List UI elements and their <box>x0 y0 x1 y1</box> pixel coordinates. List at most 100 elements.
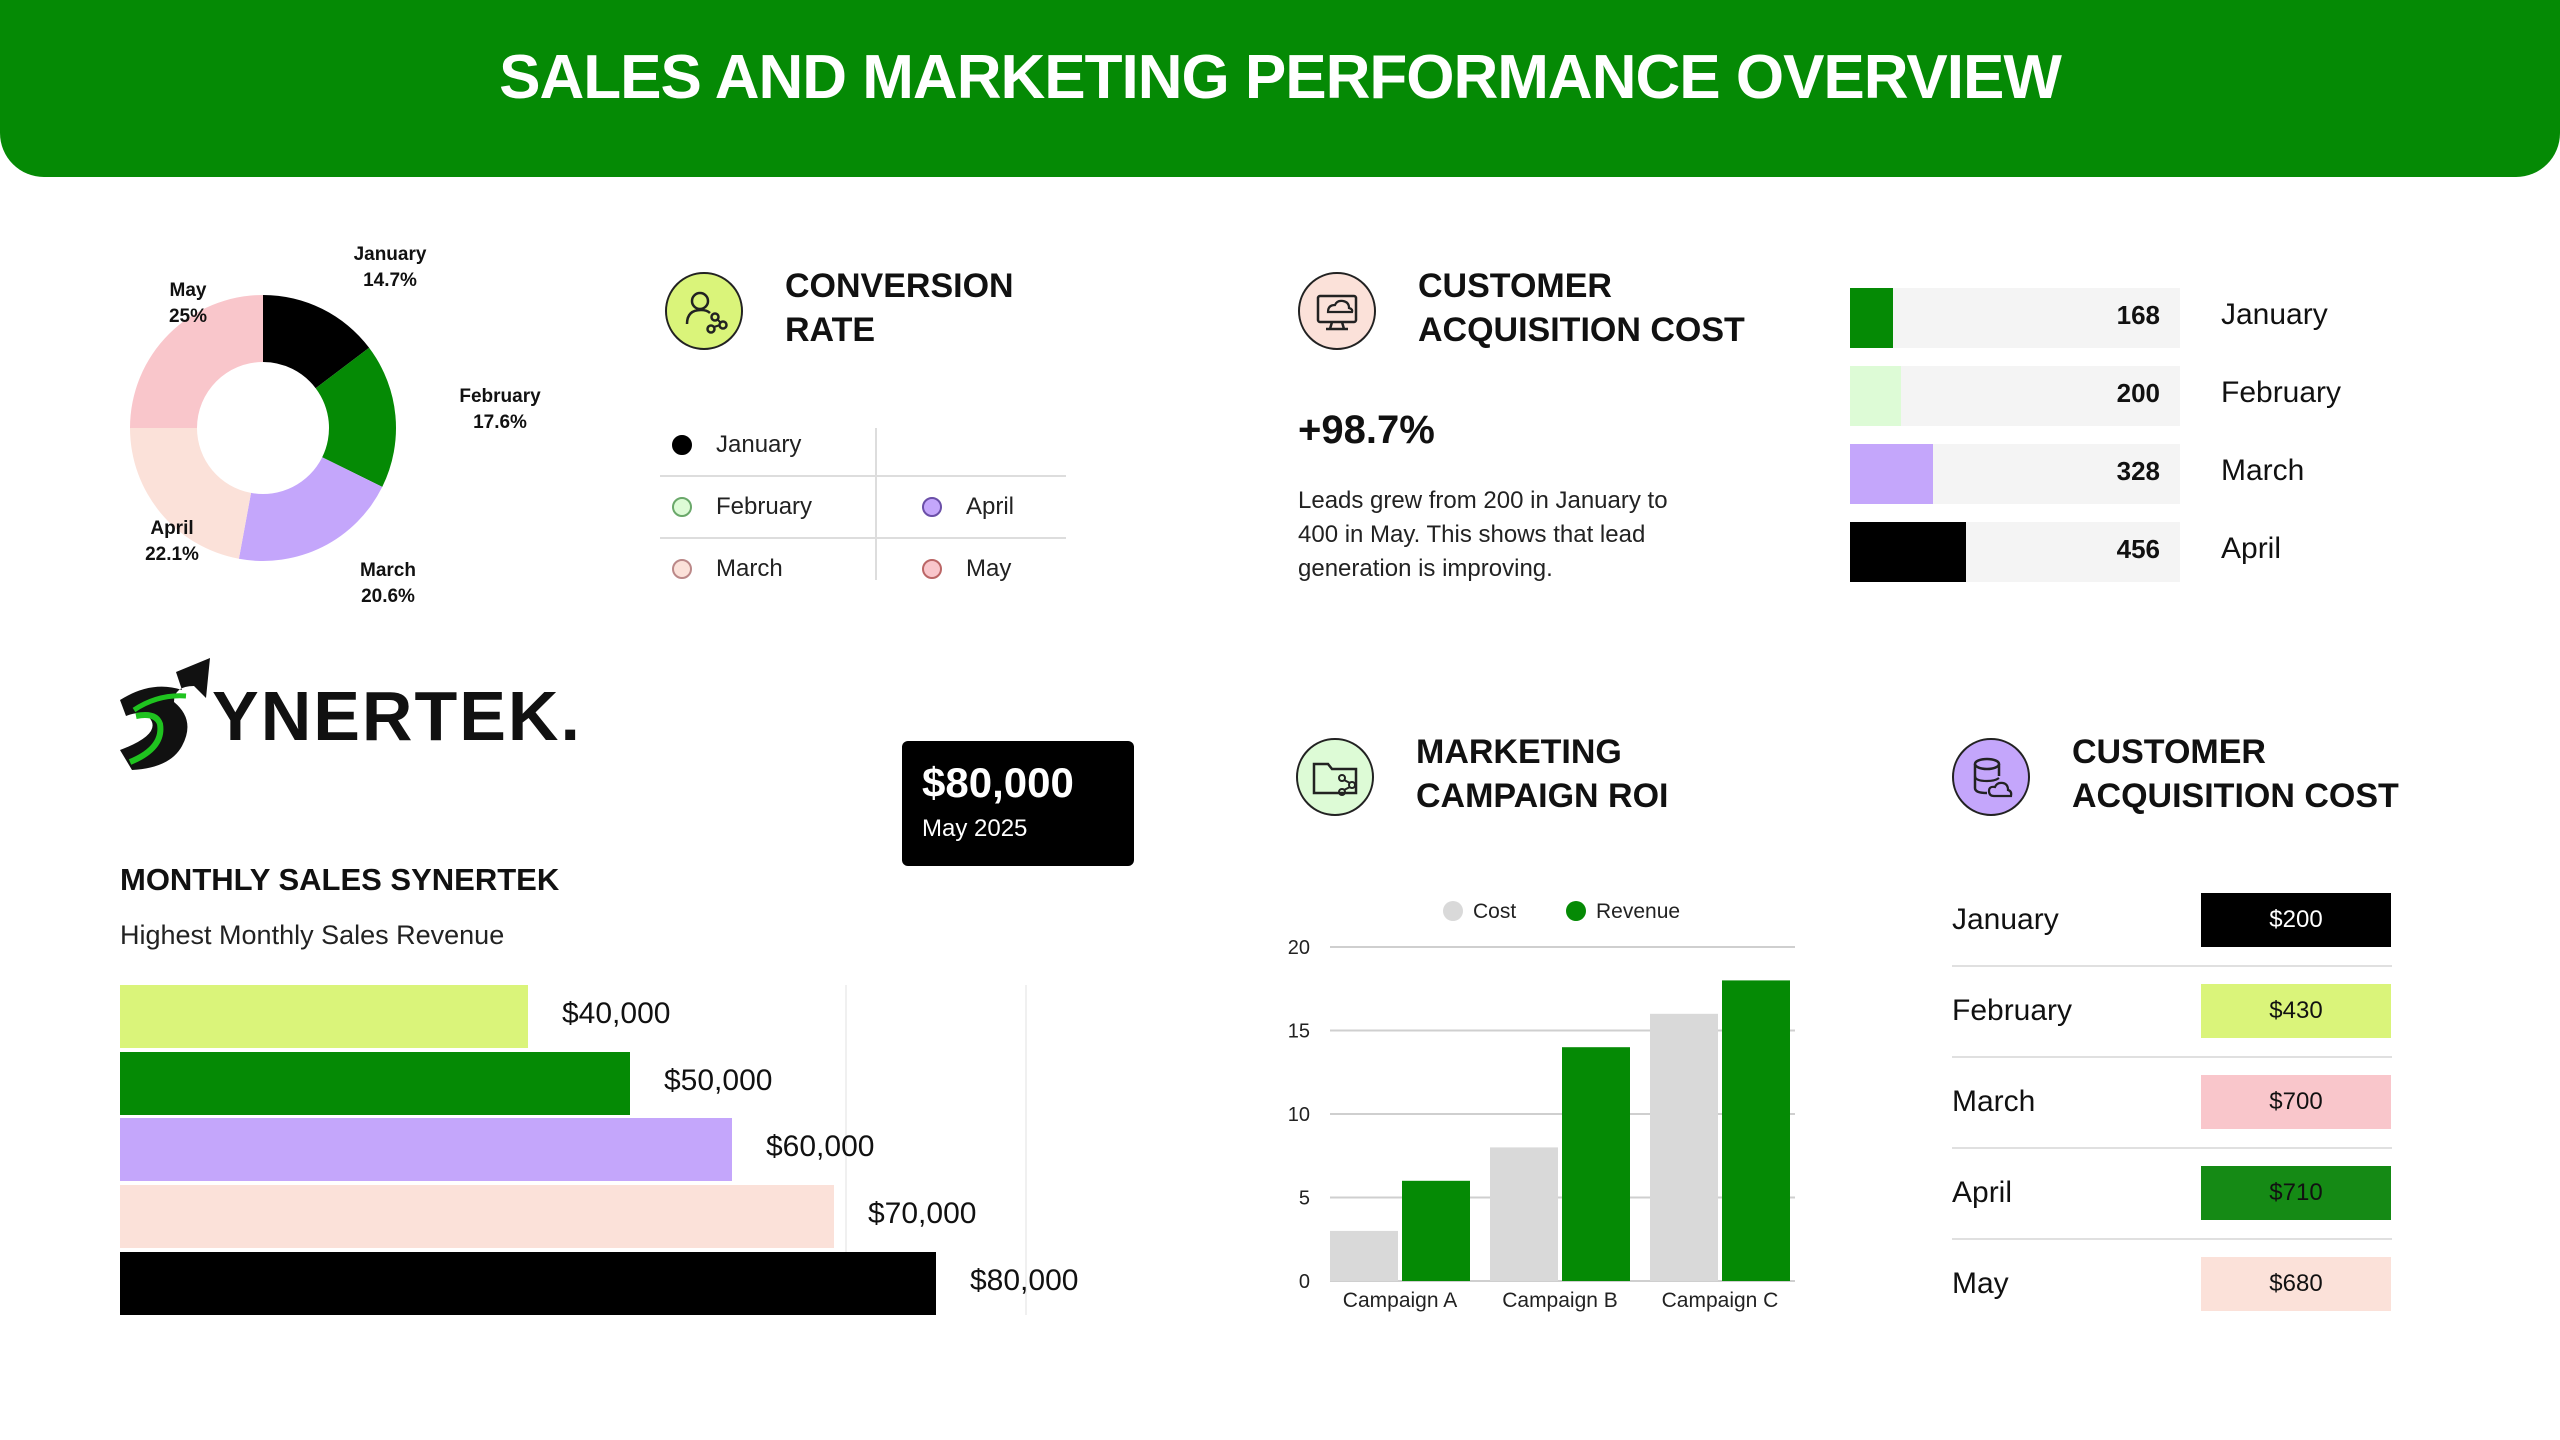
cost-row-divider <box>1952 965 2392 967</box>
cloud-monitor-icon <box>1298 272 1376 350</box>
donut-slice-january <box>263 295 370 389</box>
legend-label: May <box>966 555 1012 582</box>
user-share-icon <box>665 272 743 350</box>
header-banner <box>0 0 2560 177</box>
description-line: 400 in May. This shows that lead <box>1298 521 1646 548</box>
legend-item-may: May <box>922 555 1011 583</box>
legend-dot <box>922 497 942 517</box>
pie-label-value: 17.6% <box>473 412 527 433</box>
pie-label-may: May 25% <box>128 278 248 330</box>
pie-label-value: 14.7% <box>363 270 417 291</box>
cost-row-value: $200 <box>2201 893 2391 947</box>
legend-item-january: January <box>672 431 801 459</box>
roi-title-line2: CAMPAIGN ROI <box>1416 777 1669 815</box>
donut-slice-april <box>130 428 252 559</box>
donut-slice-february <box>315 347 396 487</box>
legend-label: March <box>716 555 783 582</box>
leads-bar-month: April <box>2221 532 2282 565</box>
cost-row-value: $700 <box>2201 1075 2391 1129</box>
legend-dot <box>672 435 692 455</box>
leads-bar-track: 456 <box>1850 522 2180 582</box>
roi-legend-swatch <box>1566 901 1586 921</box>
roi-bar-cost <box>1330 1230 1398 1281</box>
roi-y-tick: 10 <box>1288 1104 1310 1126</box>
sales-bar <box>120 985 528 1048</box>
pie-label-name: January <box>353 244 427 265</box>
description-line: Leads grew from 200 in January to <box>1298 487 1668 514</box>
legend-item-february: February <box>672 493 812 521</box>
legend-divider <box>660 475 1066 477</box>
cost-table-title: CUSTOMER ACQUISITION COST <box>2072 730 2399 818</box>
legend-divider <box>660 537 1066 539</box>
legend-dot <box>672 559 692 579</box>
page-title: SALES AND MARKETING PERFORMANCE OVERVIEW <box>499 43 2062 112</box>
legend-label: February <box>716 493 813 520</box>
leads-bar-track: 328 <box>1850 444 2180 504</box>
donut-slice-march <box>238 457 383 561</box>
roi-legend-label: Revenue <box>1596 900 1680 923</box>
leads-bar-month: March <box>2221 454 2305 487</box>
acquisition-title-line1: CUSTOMER <box>1418 267 1612 305</box>
roi-bar-cost <box>1650 1013 1718 1281</box>
roi-y-tick: 15 <box>1288 1021 1310 1043</box>
leads-bar <box>1850 444 1934 504</box>
roi-legend: Cost Revenue <box>1443 900 1680 923</box>
legend-item-march: March <box>672 555 783 583</box>
pie-label-february: February 17.6% <box>440 384 560 436</box>
leads-bar-value: 200 <box>2116 378 2160 408</box>
leads-bar-track: 168 <box>1850 288 2180 348</box>
roi-title: MARKETING CAMPAIGN ROI <box>1416 730 1668 818</box>
roi-legend-swatch <box>1443 901 1463 921</box>
logo-text: YNERTEK. <box>212 677 582 755</box>
cost-row-divider <box>1952 1147 2392 1149</box>
donut-chart <box>130 295 396 561</box>
leads-bar-value: 328 <box>2116 456 2160 486</box>
sales-bar <box>120 1052 630 1115</box>
leads-bar-track: 200 <box>1850 366 2180 426</box>
cost-row-value: $680 <box>2201 1257 2391 1311</box>
folder-share-icon <box>1296 738 1374 816</box>
donut-slices <box>130 295 396 561</box>
roi-y-tick: 0 <box>1299 1271 1310 1293</box>
cost-row-month: February <box>1952 994 2073 1027</box>
roi-x-tick: Campaign A <box>1343 1289 1457 1312</box>
acquisition-title-line2: ACQUISITION COST <box>1418 311 1745 349</box>
pie-label-name: April <box>150 518 194 539</box>
pie-label-value: 22.1% <box>145 544 199 565</box>
cost-row-value: $710 <box>2201 1166 2391 1220</box>
sales-gridline <box>845 985 847 1315</box>
cost-row-divider <box>1952 1238 2392 1240</box>
cost-row-divider <box>1952 1056 2392 1058</box>
description-line: generation is improving. <box>1298 555 1553 582</box>
acquisition-stat: +98.7% <box>1298 408 1435 452</box>
legend-item-april: April <box>922 493 1014 521</box>
legend-label: January <box>716 431 802 458</box>
roi-legend-label: Cost <box>1473 900 1516 923</box>
cost-row-value: $430 <box>2201 984 2391 1038</box>
donut-slice-may <box>130 295 263 428</box>
cost-row-month: January <box>1952 903 2059 936</box>
sales-bar-label: $60,000 <box>766 1130 875 1163</box>
cost-row-month: May <box>1952 1267 2009 1300</box>
leads-bar <box>1850 288 1893 348</box>
roi-x-tick: Campaign B <box>1502 1289 1618 1312</box>
sales-bar-label: $80,000 <box>970 1264 1079 1297</box>
cost-table-title-line1: CUSTOMER <box>2072 733 2266 771</box>
legend-dot <box>922 559 942 579</box>
sales-bar-label: $40,000 <box>562 997 671 1030</box>
sales-bar <box>120 1252 936 1315</box>
pie-label-april: April 22.1% <box>112 516 232 568</box>
pie-label-name: May <box>169 280 207 301</box>
pie-label-january: January 14.7% <box>330 242 450 294</box>
pie-label-value: 25% <box>168 306 208 327</box>
roi-bar-revenue <box>1402 1180 1470 1281</box>
cost-row-month: April <box>1952 1176 2013 1209</box>
acquisition-description: Leads grew from 200 in January to 400 in… <box>1298 484 1668 586</box>
database-cloud-icon <box>1952 738 2030 816</box>
pie-label-name: March <box>360 560 416 581</box>
highlight-period: May 2025 <box>922 815 1028 842</box>
legend-dot <box>672 497 692 517</box>
sales-bar <box>120 1185 834 1248</box>
roi-bar-revenue <box>1722 980 1790 1281</box>
cost-table-title-line2: ACQUISITION COST <box>2072 777 2399 815</box>
